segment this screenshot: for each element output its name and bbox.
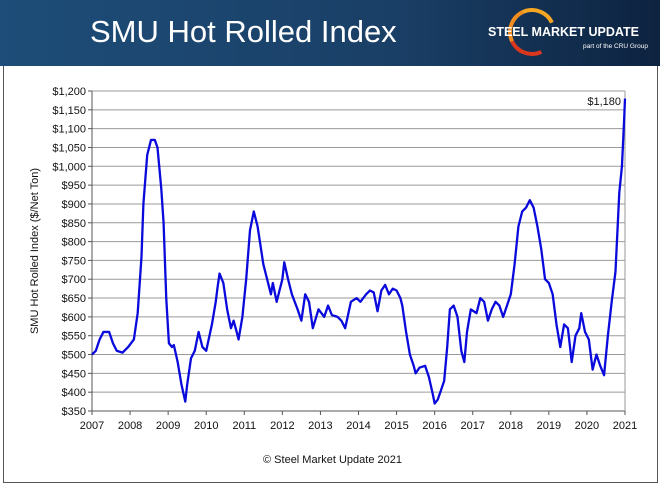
y-tick-label: $800 xyxy=(62,237,86,249)
y-tick-label: $1,150 xyxy=(52,105,86,117)
x-tick-label: 2013 xyxy=(308,420,332,432)
x-tick-label: 2021 xyxy=(613,420,637,432)
x-tick-label: 2020 xyxy=(575,420,599,432)
header-banner: SMU Hot Rolled Index STEEL MARKET UPDATE… xyxy=(0,0,660,66)
x-tick-label: 2010 xyxy=(194,420,218,432)
x-tick-label: 2008 xyxy=(118,420,142,432)
y-tick-label: $500 xyxy=(62,350,86,362)
y-tick-label: $400 xyxy=(62,387,86,399)
y-tick-label: $1,100 xyxy=(52,124,86,136)
x-tick-label: 2014 xyxy=(346,420,370,432)
page-title: SMU Hot Rolled Index xyxy=(90,14,397,49)
x-tick-label: 2011 xyxy=(232,420,256,432)
y-tick-label: $750 xyxy=(62,255,86,267)
x-tick-label: 2016 xyxy=(422,420,446,432)
data-line xyxy=(91,98,627,405)
y-tick-label: $600 xyxy=(62,312,86,324)
x-tick-label: 2019 xyxy=(537,420,561,432)
y-tick-label: $1,050 xyxy=(52,142,86,154)
copyright-footer: © Steel Market Update 2021 xyxy=(263,454,402,466)
y-tick-label: $900 xyxy=(62,199,86,211)
y-tick-label: $650 xyxy=(62,293,86,305)
logo-subtext: part of the CRU Group xyxy=(582,43,648,50)
x-tick-label: 2017 xyxy=(460,420,484,432)
x-tick-label: 2007 xyxy=(80,420,104,432)
y-tick-label: $950 xyxy=(62,180,86,192)
y-tick-label: $550 xyxy=(62,331,86,343)
y-tick-label: $1,200 xyxy=(52,86,86,98)
y-tick-label: $350 xyxy=(62,406,86,418)
y-tick-label: $450 xyxy=(62,368,86,380)
logo-text: STEEL MARKET UPDATE xyxy=(488,25,639,39)
y-tick-label: $1,000 xyxy=(52,161,86,173)
x-tick-label: 2018 xyxy=(499,420,523,432)
y-axis-label: SMU Hot Rolled Index ($/Net Ton) xyxy=(29,168,41,334)
x-tick-label: 2015 xyxy=(384,420,408,432)
latest-value-annotation: $1,180 xyxy=(587,96,621,108)
x-tick-label: 2009 xyxy=(156,420,180,432)
steel-market-update-logo: STEEL MARKET UPDATE part of the CRU Grou… xyxy=(488,1,648,63)
y-tick-label: $700 xyxy=(62,274,86,286)
y-tick-label: $850 xyxy=(62,218,86,230)
x-tick-label: 2012 xyxy=(270,420,294,432)
chart-frame xyxy=(3,66,658,483)
